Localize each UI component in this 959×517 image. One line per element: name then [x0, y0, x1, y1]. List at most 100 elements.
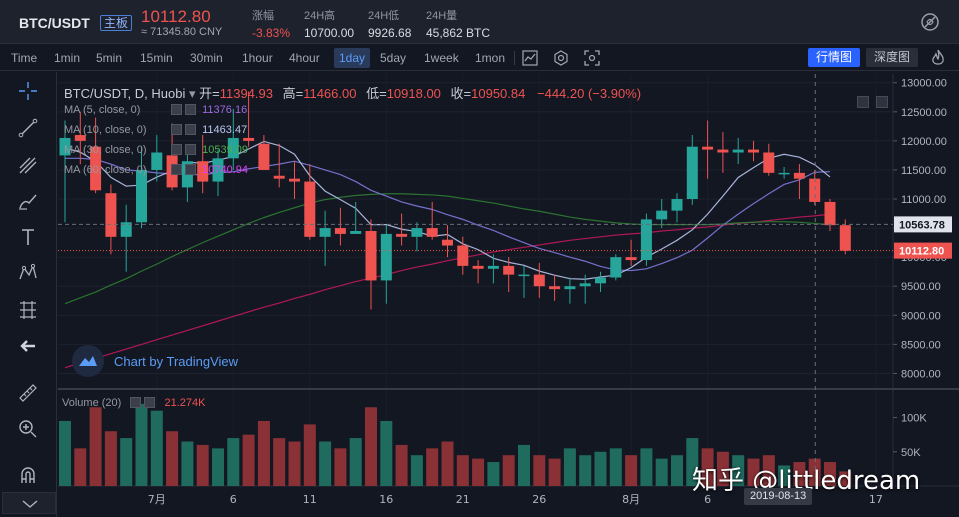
tf-15min[interactable]: 15min: [140, 51, 173, 65]
tf-1week[interactable]: 1week: [424, 51, 459, 65]
candle-body: [702, 146, 714, 150]
tf-4hour[interactable]: 4hour: [289, 51, 320, 65]
screenshot-icon[interactable]: [583, 49, 601, 67]
close-icon[interactable]: [185, 164, 197, 175]
volume-bar: [839, 471, 852, 486]
candle-body: [763, 152, 775, 173]
eye-icon[interactable]: [171, 164, 183, 175]
ma60-legend[interactable]: MA (60, close, 0) 10740.94: [64, 164, 248, 180]
candle-body: [273, 175, 285, 179]
high-label: 24H高: [304, 10, 336, 22]
magnet-icon[interactable]: [17, 465, 39, 487]
no-trading-icon[interactable]: [919, 11, 941, 33]
candle-body: [136, 169, 147, 223]
candle-body: [503, 265, 515, 275]
close-icon[interactable]: [144, 397, 156, 408]
pitchfork-icon[interactable]: [17, 154, 39, 176]
volume-bar: [563, 448, 576, 486]
candle-body: [549, 286, 561, 290]
pair-name[interactable]: BTC/USDT: [19, 15, 90, 31]
flame-icon[interactable]: [930, 49, 946, 67]
drawing-toolbar: [0, 72, 57, 517]
ohlc-legend: BTC/USDT, D, Huobi ▾ 开=11394.93 高=11466.…: [64, 86, 642, 101]
volume-bar: [288, 441, 301, 486]
price-tick-label: 11500.00: [901, 165, 946, 177]
candle-body: [824, 201, 836, 226]
candle-body: [640, 219, 652, 261]
volume-bar: [778, 465, 791, 486]
candle-body: [625, 257, 637, 261]
ma30-legend[interactable]: MA (30, close, 0) 10539.09: [64, 144, 248, 160]
tf-time[interactable]: Time: [11, 51, 38, 65]
back-arrow-icon[interactable]: [17, 335, 39, 357]
tf-30min[interactable]: 30min: [190, 51, 223, 65]
tf-1mon[interactable]: 1mon: [475, 51, 506, 65]
indicator-icon[interactable]: [552, 49, 570, 67]
measure-icon[interactable]: [17, 299, 39, 321]
crosshair-icon[interactable]: [17, 80, 39, 102]
time-tick-label: 6: [704, 493, 711, 506]
pattern-icon[interactable]: [17, 262, 39, 284]
candle-body: [212, 158, 224, 182]
tradingview-watermark[interactable]: Chart by TradingView: [72, 345, 238, 377]
volume-bar: [74, 448, 87, 486]
ma10-legend[interactable]: MA (10, close, 0) 11463.47: [64, 124, 247, 140]
volume-bar: [548, 458, 561, 486]
zoom-in-icon[interactable]: [17, 418, 39, 440]
ma30-label: MA (30, close, 0): [64, 144, 147, 156]
chart-view-button[interactable]: 行情图: [808, 48, 861, 67]
pane-collapse-button[interactable]: [857, 96, 869, 108]
ma5-label: MA (5, close, 0): [64, 104, 141, 116]
candle-body: [258, 143, 270, 170]
ma10-value: 11463.47: [202, 124, 248, 136]
pane-maximize-button[interactable]: [876, 96, 888, 108]
brush-icon[interactable]: [17, 190, 39, 212]
candle-body: [457, 245, 469, 266]
tf-1min[interactable]: 1min: [54, 51, 81, 65]
price-tag: [894, 216, 952, 233]
ma5-value: 11376.16: [202, 104, 248, 116]
eye-icon[interactable]: [130, 397, 142, 408]
eye-icon[interactable]: [171, 144, 183, 155]
trendline-icon[interactable]: [17, 117, 39, 139]
candle-body: [472, 265, 484, 269]
tf-1hour[interactable]: 1hour: [242, 51, 273, 65]
candle-body: [793, 172, 805, 179]
timeframe-toolbar: Time 1min 5min 15min 30min 1hour 4hour 1…: [0, 45, 959, 71]
volume-bar: [59, 420, 71, 486]
volume-bar: [441, 441, 454, 486]
volume-bar: [655, 458, 668, 486]
toolbar-scroll-button[interactable]: [2, 492, 56, 514]
volume-bar: [487, 462, 500, 486]
time-tick-label: 21: [456, 493, 470, 506]
bar-style-icon[interactable]: [521, 49, 539, 67]
candle-body: [732, 149, 744, 153]
volume-bar: [824, 462, 836, 486]
ma60-line: [64, 213, 831, 369]
volume-legend[interactable]: Volume (20) 21.274K: [62, 397, 205, 409]
open-value: 11394.93: [219, 86, 273, 101]
depth-view-button[interactable]: 深度图: [866, 48, 919, 67]
tf-5min[interactable]: 5min: [96, 51, 123, 65]
tf-5day[interactable]: 5day: [380, 51, 407, 65]
text-icon[interactable]: [17, 226, 39, 248]
volume-bar: [380, 420, 393, 486]
open-label: 开=: [199, 86, 220, 101]
ruler-icon[interactable]: [17, 382, 39, 404]
close-icon[interactable]: [185, 144, 197, 155]
high-label: 高=: [282, 86, 304, 101]
volume-bar: [686, 438, 699, 486]
legend-symbol[interactable]: BTC/USDT, D, Huobi: [64, 86, 186, 101]
ma30-value: 10539.09: [202, 144, 249, 156]
volume-bar: [303, 424, 316, 486]
candle-body: [579, 283, 591, 287]
time-tick-label: 8月: [622, 493, 640, 506]
toolbar-divider: [514, 51, 515, 65]
eye-icon[interactable]: [171, 124, 183, 135]
close-icon[interactable]: [185, 124, 197, 135]
eye-icon[interactable]: [171, 104, 183, 115]
close-icon[interactable]: [185, 104, 197, 115]
tf-1day[interactable]: 1day: [334, 48, 371, 68]
ma5-legend[interactable]: MA (5, close, 0) 11376.16: [64, 104, 247, 120]
